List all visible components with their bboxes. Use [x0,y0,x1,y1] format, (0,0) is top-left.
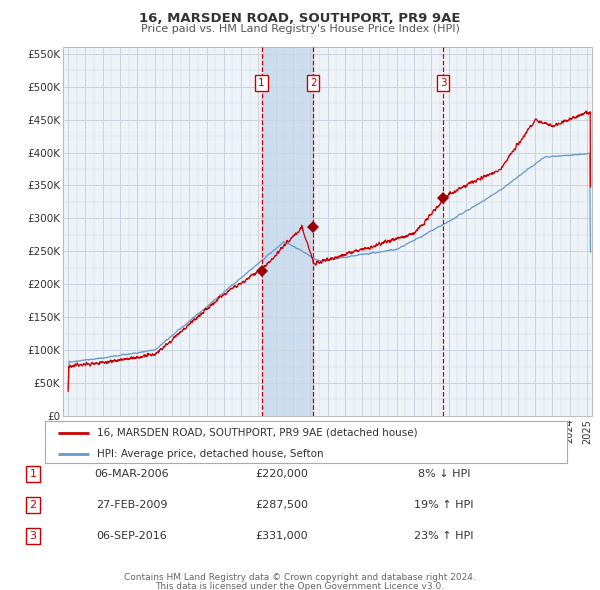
Text: 19% ↑ HPI: 19% ↑ HPI [414,500,474,510]
Text: 16, MARSDEN ROAD, SOUTHPORT, PR9 9AE: 16, MARSDEN ROAD, SOUTHPORT, PR9 9AE [139,12,461,25]
Text: 8% ↓ HPI: 8% ↓ HPI [418,469,470,478]
Text: 2: 2 [310,78,316,88]
Text: 1: 1 [29,469,37,478]
Text: 23% ↑ HPI: 23% ↑ HPI [414,532,474,541]
Text: £287,500: £287,500 [256,500,308,510]
Bar [262,47,313,416]
Text: 2: 2 [29,500,37,510]
Text: 1: 1 [258,78,265,88]
Text: 06-MAR-2006: 06-MAR-2006 [95,469,169,478]
Text: This data is licensed under the Open Government Licence v3.0.: This data is licensed under the Open Gov… [155,582,445,590]
Text: Price paid vs. HM Land Registry's House Price Index (HPI): Price paid vs. HM Land Registry's House … [140,24,460,34]
Text: Contains HM Land Registry data © Crown copyright and database right 2024.: Contains HM Land Registry data © Crown c… [124,573,476,582]
Text: 06-SEP-2016: 06-SEP-2016 [97,532,167,541]
Text: 27-FEB-2009: 27-FEB-2009 [96,500,168,510]
Text: 3: 3 [29,532,37,541]
Text: £220,000: £220,000 [256,469,308,478]
Text: 16, MARSDEN ROAD, SOUTHPORT, PR9 9AE (detached house): 16, MARSDEN ROAD, SOUTHPORT, PR9 9AE (de… [97,428,418,438]
Text: HPI: Average price, detached house, Sefton: HPI: Average price, detached house, Seft… [97,449,324,459]
Text: 3: 3 [440,78,446,88]
Text: £331,000: £331,000 [256,532,308,541]
